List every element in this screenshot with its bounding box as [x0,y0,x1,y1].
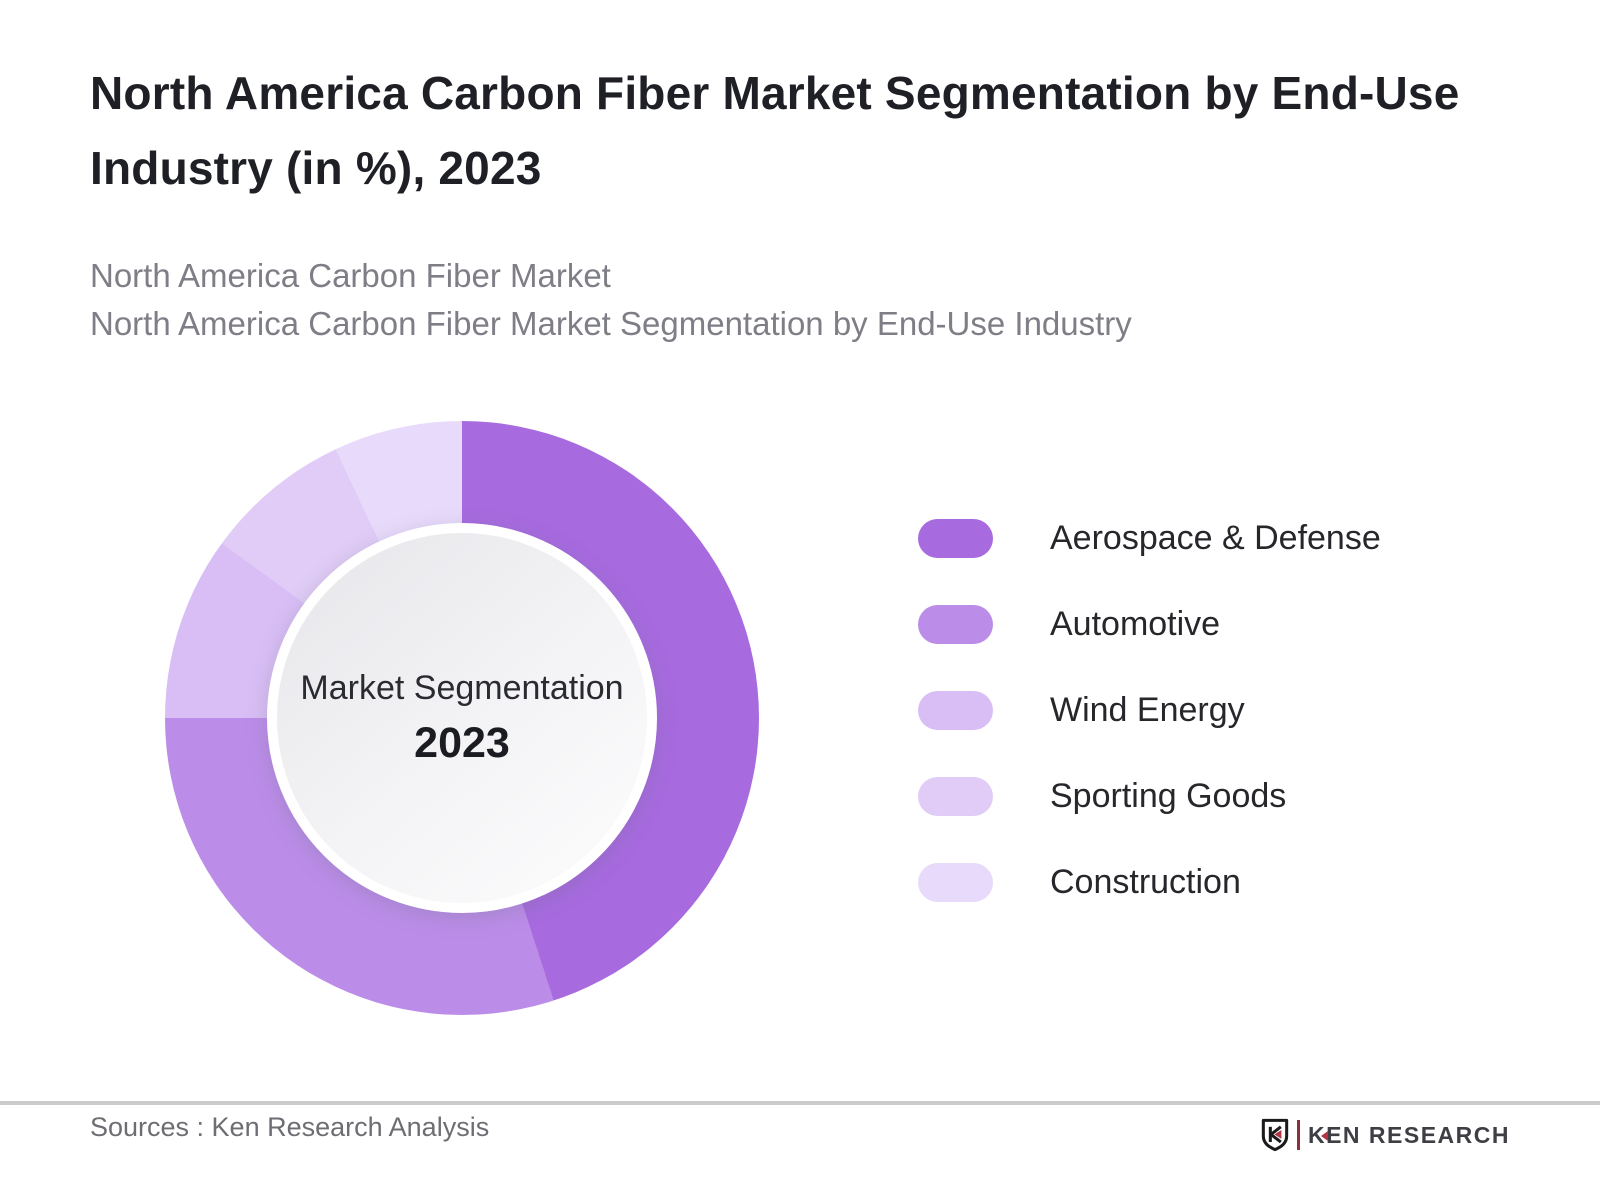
legend-item-wind-energy: Wind Energy [918,691,1381,730]
subtitle-line-2: North America Carbon Fiber Market Segmen… [90,304,1132,342]
page-title: North America Carbon Fiber Market Segmen… [90,67,1460,194]
subtitle-line-1: North America Carbon Fiber Market [90,257,611,294]
legend-item-construction: Construction [918,863,1381,902]
logo-divider-bar [1296,1120,1300,1150]
logo-k-accent [1320,1130,1328,1141]
legend-swatch [918,863,993,902]
legend-item-aerospace-defense: Aerospace & Defense [918,519,1381,558]
legend-item-sporting-goods: Sporting Goods [918,777,1381,816]
legend: Aerospace & Defense Automotive Wind Ener… [918,519,1381,949]
donut-center: Market Segmentation 2023 [267,523,657,913]
legend-label: Construction [1050,863,1241,901]
source-text: Sources : Ken Research Analysis [90,1112,490,1142]
logo-text: KEN RESEARCH [1307,1121,1510,1148]
footer-divider [0,1101,1600,1105]
legend-item-automotive: Automotive [918,605,1381,644]
shield-k-icon [1261,1118,1289,1152]
donut-chart: Market Segmentation 2023 [165,421,759,1015]
chart-subtitle: North America Carbon Fiber Market North … [90,252,1520,348]
legend-swatch [918,691,993,730]
legend-label: Automotive [1050,605,1221,643]
donut-center-year: 2023 [414,718,510,767]
donut-center-label: Market Segmentation [300,669,624,708]
ken-research-logo: KEN RESEARCH [1261,1116,1510,1154]
legend-swatch [918,605,993,644]
legend-label: Sporting Goods [1050,777,1287,815]
legend-label: Wind Energy [1050,691,1245,729]
legend-label: Aerospace & Defense [1050,519,1381,557]
legend-swatch [918,777,993,816]
legend-swatch [918,519,993,558]
